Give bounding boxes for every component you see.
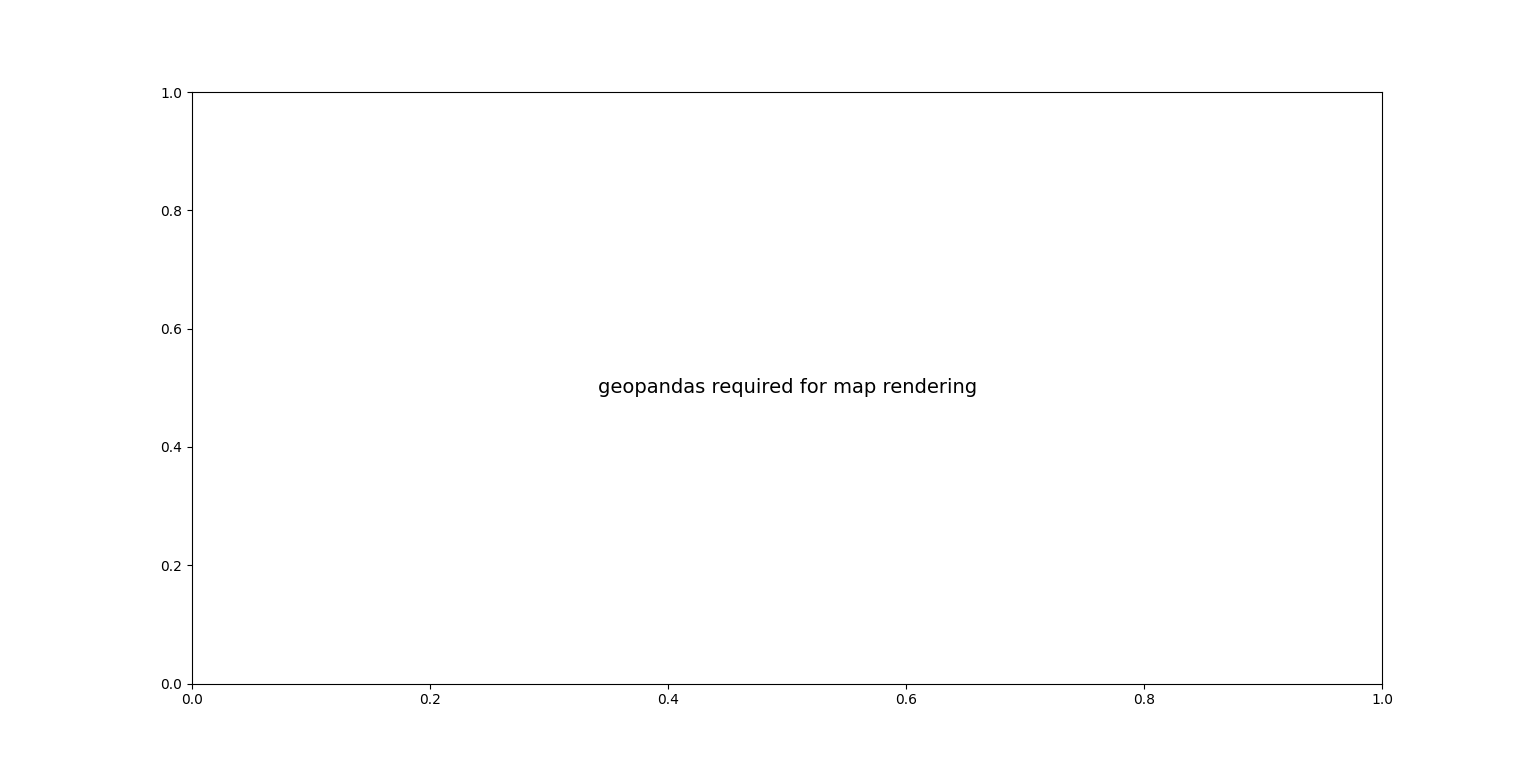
Text: geopandas required for map rendering: geopandas required for map rendering xyxy=(598,379,977,397)
